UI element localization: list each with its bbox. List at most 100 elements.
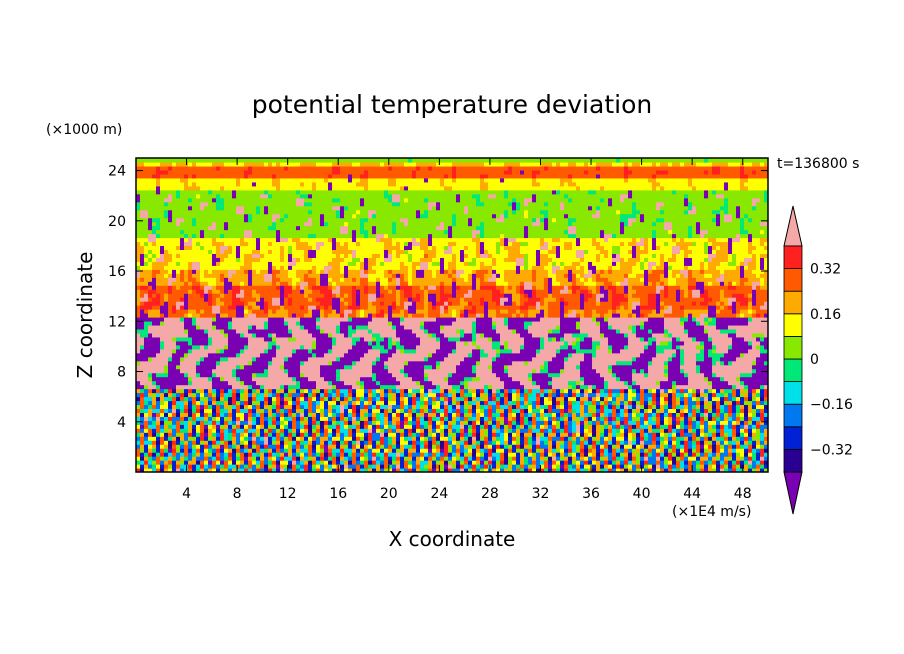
contour-cell [156,404,161,409]
contour-cell [308,380,313,386]
contour-cell [300,372,305,378]
contour-cell [360,424,365,429]
contour-cell [412,392,417,398]
contour-cell [280,400,285,406]
contour-cell [224,368,229,374]
contour-cell [572,372,577,378]
contour-cell [480,348,485,354]
contour-cell [712,432,717,437]
contour-cell [360,368,365,374]
contour-cell [712,392,717,398]
contour-cell [576,432,581,437]
contour-cell [344,356,349,362]
contour-cell [588,416,593,421]
contour-cell [388,428,393,433]
contour-cell [248,444,253,449]
contour-cell [332,352,337,358]
contour-cell [680,356,685,362]
contour-cell [172,424,177,429]
contour-cell [440,388,445,394]
contour-cell [276,440,281,445]
contour-cell [148,452,153,457]
contour-cell [668,404,673,409]
contour-cell [148,380,153,386]
contour-cell [172,404,177,409]
contour-cell [336,444,341,449]
contour-cell [284,372,289,378]
contour-cell [452,344,457,350]
contour-cell [284,436,289,441]
contour-cell [656,456,661,461]
contour-cell [296,452,301,457]
contour-cell [196,364,201,370]
contour-cell [272,356,277,362]
contour-cell [312,452,317,457]
contour-cell [488,400,493,406]
contour-cell [240,380,245,386]
contour-cell [516,388,521,394]
contour-cell [736,460,741,465]
contour-cell [596,456,601,461]
contour-cell [568,424,573,429]
contour-cell [716,368,721,374]
contour-cell [564,368,569,374]
contour-cell [504,368,509,374]
contour-cell [412,412,417,417]
contour-cell [408,412,413,417]
contour-cell [396,400,401,406]
contour-cell [324,364,329,370]
contour-cell [532,420,537,425]
contour-cell [448,348,453,354]
contour-cell [580,372,585,378]
contour-cell [756,468,761,472]
contour-cell [348,448,353,453]
contour-cell [208,360,213,366]
contour-cell [172,348,177,354]
contour-cell [624,372,629,378]
contour-cell [760,432,765,437]
contour-cell [352,356,357,362]
contour-cell [348,344,353,350]
contour-cell [644,360,649,366]
contour-cell [416,364,421,370]
contour-cell [680,364,685,370]
contour-cell [608,440,613,445]
contour-cell [300,432,305,437]
contour-cell [584,360,589,366]
contour-cell [248,436,253,441]
contour-cell [408,456,413,461]
contour-cell [168,388,173,394]
contour-cell [376,360,381,366]
contour-cell [184,436,189,441]
contour-cell [308,428,313,433]
contour-cell [732,376,737,382]
contour-cell [592,364,597,370]
contour-cell [628,440,633,445]
contour-cell [484,456,489,461]
contour-cell [244,408,249,413]
contour-cell [212,392,217,398]
contour-cell [400,460,405,465]
contour-cell [684,368,689,374]
contour-cell [136,424,141,429]
contour-cell [424,460,429,465]
contour-cell [280,396,285,402]
contour-cell [392,448,397,453]
contour-cell [216,412,221,417]
contour-cell [340,440,345,445]
contour-cell [340,464,345,469]
contour-cell [384,452,389,457]
contour-cell [596,404,601,409]
contour-cell [184,380,189,386]
contour-cell [412,440,417,445]
contour-cell [608,408,613,413]
contour-cell [628,424,633,429]
contour-cell [184,396,189,402]
contour-cell [376,428,381,433]
contour-cell [404,448,409,453]
contour-cell [532,372,537,378]
contour-cell [436,428,441,433]
contour-cell [272,460,277,465]
contour-cell [536,376,541,382]
contour-cell [164,372,169,378]
